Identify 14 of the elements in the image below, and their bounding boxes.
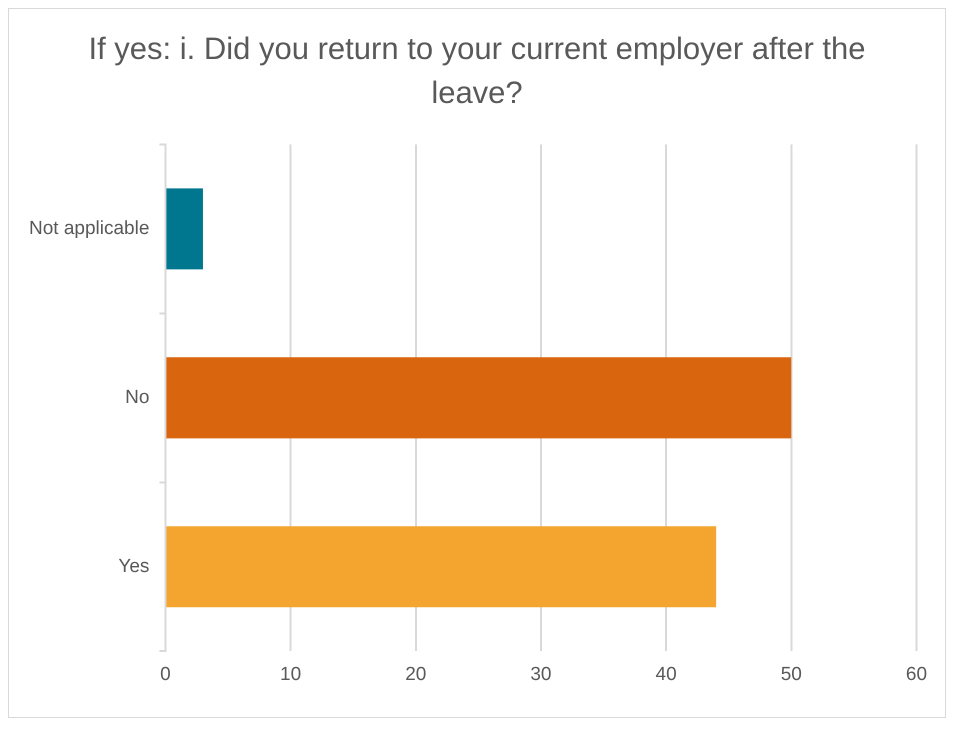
x-tick-label: 50 <box>780 664 802 685</box>
bar <box>166 357 792 438</box>
y-tick-label: Not applicable <box>28 218 150 240</box>
y-tick-label: No <box>125 387 150 408</box>
x-tick-label: 60 <box>906 664 928 685</box>
chart-title: If yes: i. Did you return to your current employer after the leave? <box>87 30 867 112</box>
bar <box>166 526 716 608</box>
y-tick-label: Yes <box>118 556 150 577</box>
bar <box>166 188 203 270</box>
x-tick-label: 0 <box>160 664 171 685</box>
x-tick-label: 40 <box>656 664 677 685</box>
x-tick-label: 30 <box>530 664 552 685</box>
x-tick-label: 10 <box>280 664 302 685</box>
x-tick-label: 20 <box>405 664 426 685</box>
